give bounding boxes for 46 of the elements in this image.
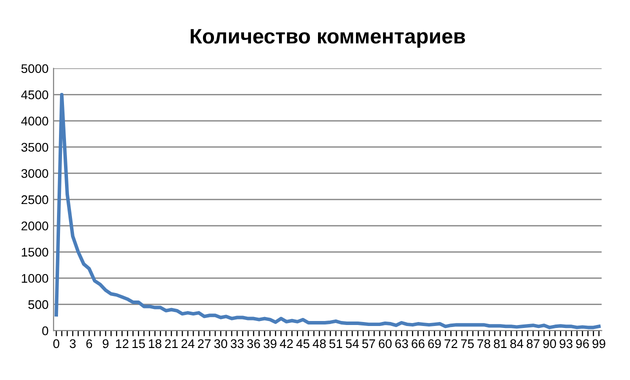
y-tick-label: 3500 [21,142,48,152]
x-tick-label: 0 [53,339,60,348]
chart-title: Количество комментариев [190,29,466,48]
x-tick-label: 24 [182,339,194,348]
x-tick-label: 81 [494,339,507,348]
x-tick-label: 42 [280,339,293,348]
x-tick-label: 99 [592,339,606,348]
x-tick-label: 87 [526,339,540,348]
x-tick-label: 3 [70,339,76,348]
x-tick-label: 12 [116,339,128,348]
x-tick-label: 48 [312,339,326,348]
y-tick-label: 4500 [21,90,48,100]
x-tick-label: 39 [264,339,276,348]
x-tick-label: 84 [510,339,524,348]
y-tick-label: 4000 [21,116,48,126]
x-tick-label: 90 [543,339,556,348]
x-tick-label: 57 [362,339,376,348]
x-tick-label: 63 [395,339,408,348]
y-tick-label: 2500 [22,195,48,204]
x-tick-label: 69 [428,339,441,348]
x-tick-label: 21 [165,339,178,348]
x-tick-label: 96 [576,339,589,348]
x-tick-label: 45 [296,339,310,348]
x-tick-label: 93 [560,339,572,348]
x-tick-label: 9 [102,339,109,348]
y-tick-label: 500 [28,300,48,310]
y-tick-label: 2000 [22,222,48,230]
y-tick-label: 0 [42,326,48,336]
x-tick-label: 72 [444,339,458,348]
y-tick-label: 1000 [22,274,48,283]
x-tick-label: 15 [132,339,145,348]
x-tick-label: 27 [198,339,211,348]
x-tick-label: 66 [412,339,424,348]
y-tick-label: 3000 [21,169,48,178]
x-tick-label: 36 [247,339,260,348]
x-tick-label: 6 [86,339,92,348]
y-tick-label: 5000 [21,64,48,74]
x-tick-label: 78 [478,339,490,348]
x-tick-label: 60 [378,339,392,348]
y-tick-label: 1500 [22,248,48,257]
x-tick-label: 51 [329,339,342,348]
x-tick-label: 30 [214,339,228,348]
x-tick-label: 18 [148,339,162,348]
x-tick-label: 75 [461,339,474,348]
x-tick-label: 54 [346,339,359,348]
x-tick-label: 33 [230,339,244,348]
